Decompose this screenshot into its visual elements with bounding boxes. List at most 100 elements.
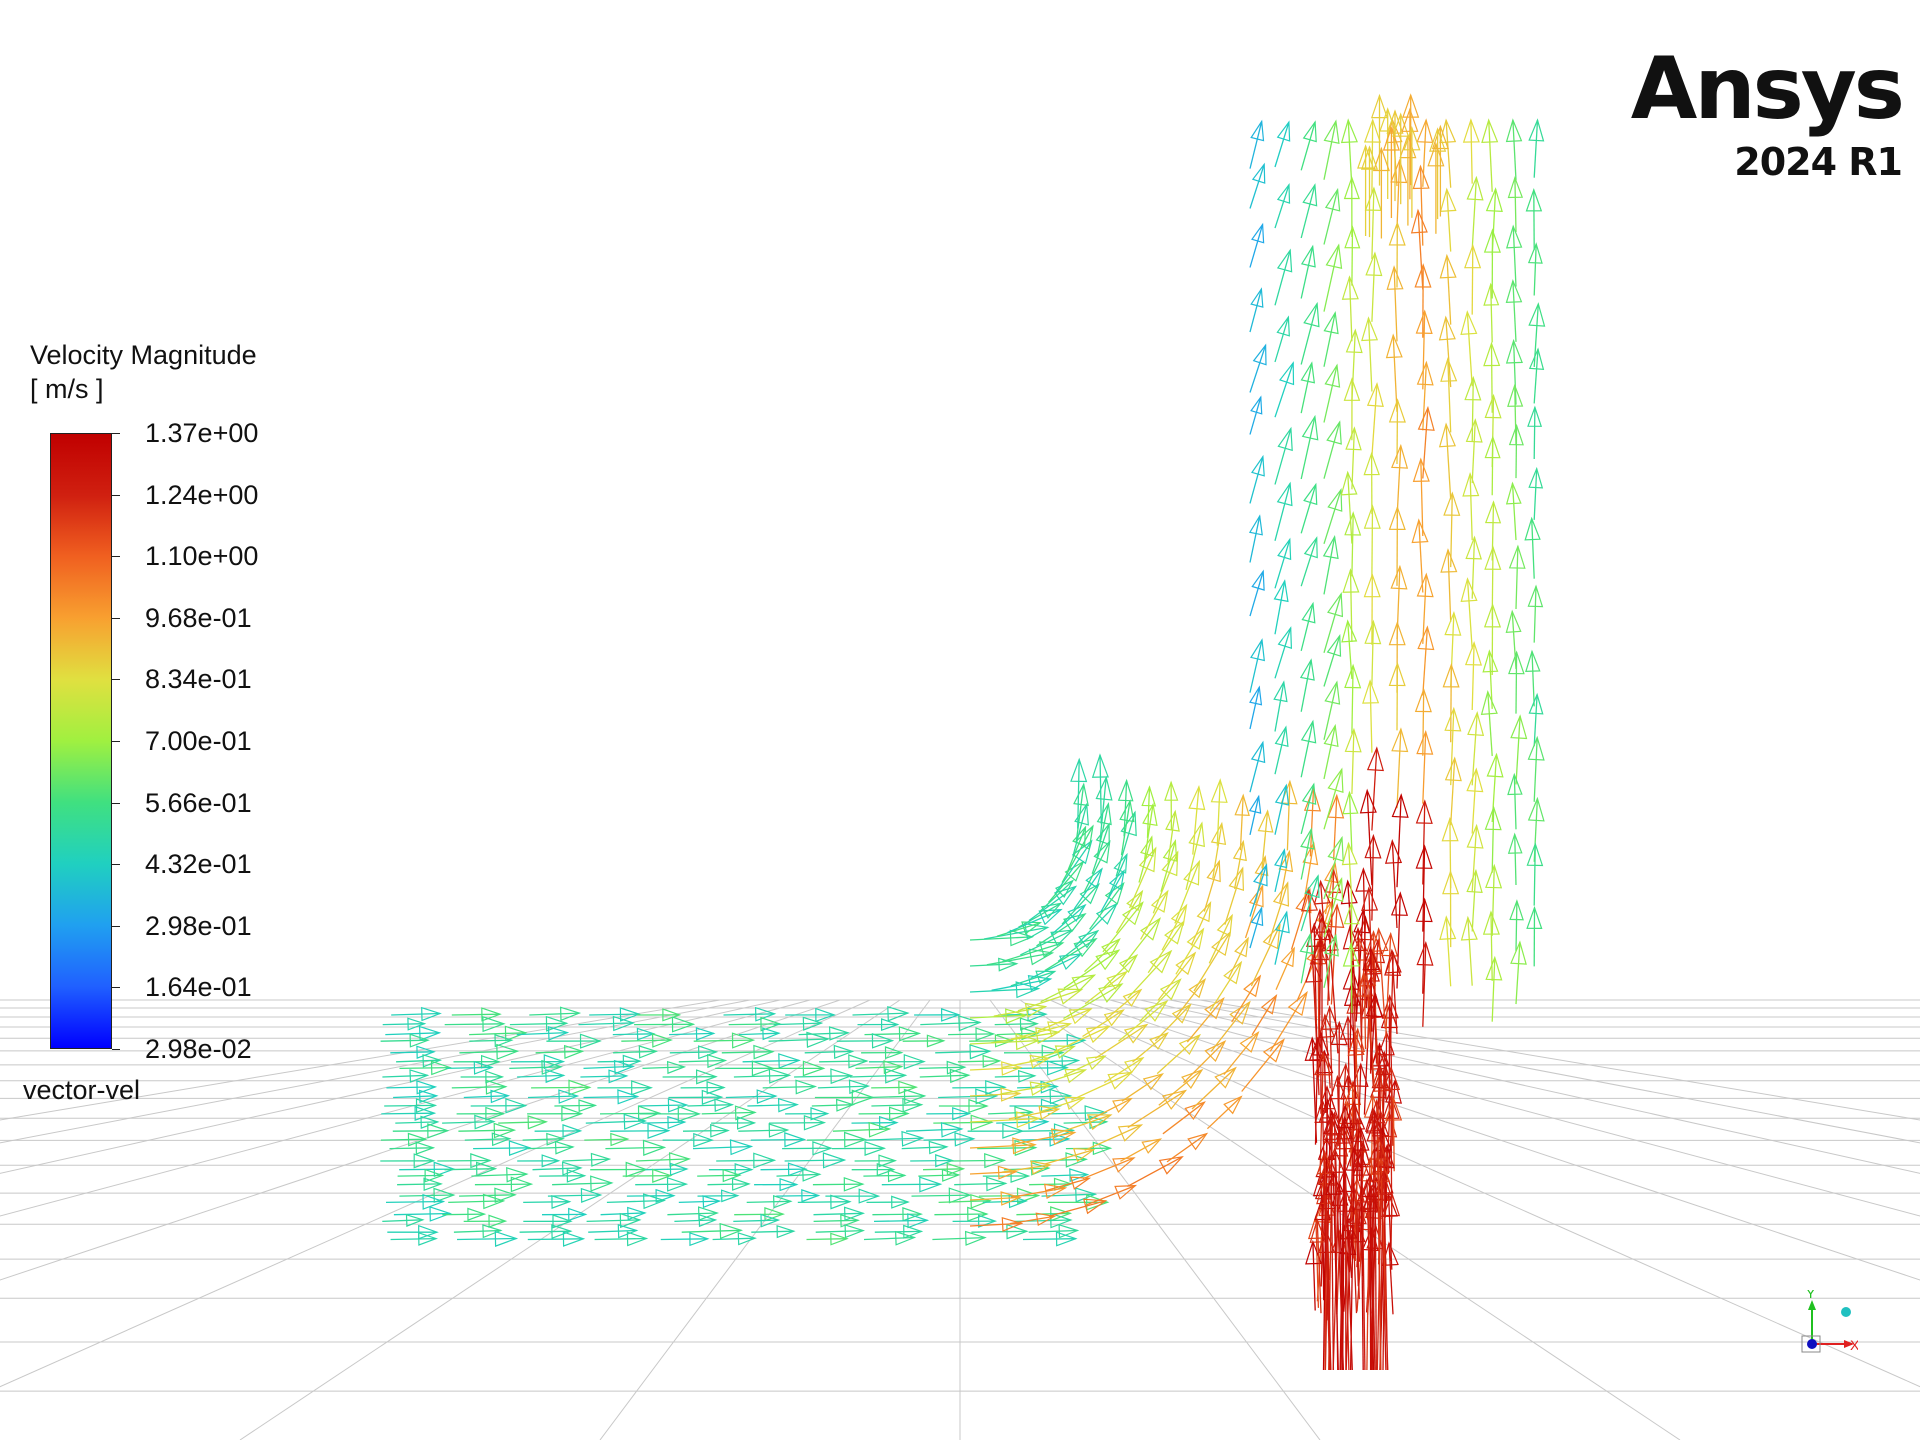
velocity-vector: [390, 1045, 436, 1059]
velocity-vector: [612, 1027, 656, 1041]
velocity-vector: [1055, 839, 1093, 894]
velocity-vector: [1344, 663, 1362, 734]
velocity-vector: [584, 1132, 630, 1147]
velocity-vector: [1483, 282, 1500, 343]
velocity-vector: [1300, 482, 1318, 534]
velocity-vector: [1341, 275, 1359, 342]
velocity-vector: [1041, 1168, 1090, 1183]
velocity-vector: [1323, 723, 1339, 780]
velocity-vector: [1403, 125, 1421, 218]
velocity-vector: [721, 1044, 775, 1060]
velocity-vector: [1466, 823, 1484, 892]
velocity-vector: [1156, 1033, 1202, 1075]
velocity-vector: [812, 1176, 865, 1192]
velocity-vector: [701, 1105, 757, 1121]
velocity-vector: [849, 1068, 908, 1084]
velocity-vector: [1399, 133, 1417, 226]
velocity-vector: [1017, 988, 1084, 1012]
velocity-vector: [1384, 838, 1403, 929]
velocity-vector: [725, 1089, 778, 1104]
velocity-vector: [1527, 735, 1545, 802]
legend-tick-label: 7.00e-01: [145, 726, 252, 756]
velocity-vector: [863, 1169, 907, 1183]
velocity-vector: [469, 1025, 528, 1042]
velocity-vector: [851, 1115, 899, 1130]
velocity-vector: [747, 1097, 800, 1113]
velocity-vector: [1323, 767, 1344, 830]
velocity-vector: [1009, 1098, 1063, 1114]
velocity-vector: [926, 1106, 972, 1121]
velocity-vector: [1290, 887, 1312, 950]
velocity-vector: [1300, 361, 1316, 414]
velocity-vector: [760, 1162, 808, 1177]
velocity-vector: [969, 929, 1035, 947]
velocity-vector: [1391, 443, 1409, 519]
velocity-vector: [1082, 1157, 1136, 1180]
velocity-vector: [1528, 118, 1545, 178]
velocity-vector: [534, 1124, 583, 1138]
velocity-vector: [1507, 175, 1524, 233]
velocity-vector: [1176, 977, 1207, 1017]
velocity-vector: [1223, 1030, 1260, 1076]
ground-grid: [0, 999, 1920, 1440]
velocity-vector: [660, 1232, 710, 1247]
velocity-vector: [851, 1163, 896, 1177]
velocity-vector: [1274, 725, 1289, 775]
velocity-vector: [1249, 454, 1265, 504]
velocity-vector: [1158, 1068, 1204, 1106]
velocity-vector: [1505, 609, 1522, 669]
velocity-vector: [1274, 315, 1290, 363]
grid-line: [0, 999, 781, 1174]
velocity-vector: [874, 1224, 924, 1239]
velocity-vector: [1465, 535, 1483, 599]
velocity-vector: [1439, 187, 1457, 252]
velocity-vector: [1250, 923, 1281, 987]
velocity-vector: [678, 1195, 722, 1209]
velocity-vector: [1505, 118, 1523, 181]
legend-tick-label: 2.98e-01: [145, 910, 252, 941]
velocity-vector: [1049, 1198, 1108, 1217]
velocity-vector: [1300, 782, 1317, 835]
velocity-vector: [697, 1168, 742, 1183]
grid-line: [1049, 999, 1920, 1388]
velocity-vector: [1061, 882, 1101, 925]
velocity-vector: [1412, 457, 1430, 537]
velocity-vector: [1141, 785, 1157, 838]
velocity-vector: [1439, 253, 1457, 325]
velocity-vector: [681, 1222, 744, 1240]
velocity-vector: [1162, 1101, 1206, 1135]
velocity-vector: [453, 1224, 503, 1239]
velocity-vector: [1003, 1044, 1065, 1061]
velocity-vector: [711, 1116, 757, 1130]
velocity-vector: [470, 1098, 528, 1114]
velocity-vector: [1086, 1184, 1138, 1206]
velocity-vector: [1363, 451, 1380, 515]
velocity-vector: [459, 1043, 520, 1060]
velocity-vector: [1072, 802, 1089, 857]
velocity-vector: [1365, 251, 1383, 322]
velocity-vector: [969, 1061, 1023, 1076]
velocity-vector: [1008, 1105, 1061, 1121]
velocity-vector: [971, 1223, 1029, 1240]
velocity-vector: [1385, 1096, 1403, 1172]
velocity-vector: [1191, 1066, 1237, 1110]
velocity-vector: [527, 1140, 575, 1155]
velocity-vector: [678, 1053, 728, 1069]
velocity-vector: [738, 1123, 790, 1138]
velocity-vector: [1411, 518, 1429, 593]
velocity-vector: [996, 921, 1043, 937]
axis-triad[interactable]: Y X: [1778, 1290, 1858, 1370]
velocity-vector: [1323, 187, 1341, 245]
velocity-vector: [517, 1154, 561, 1168]
velocity-vector: [605, 1139, 667, 1156]
velocity-vector: [1249, 395, 1263, 435]
velocity-vector: [1462, 471, 1480, 541]
velocity-vector: [1203, 859, 1221, 912]
velocity-vector: [1443, 491, 1461, 568]
velocity-vector: [1336, 1103, 1354, 1371]
velocity-vector: [832, 1121, 892, 1138]
velocity-vector: [1464, 243, 1482, 315]
velocity-vector: [872, 1207, 924, 1222]
